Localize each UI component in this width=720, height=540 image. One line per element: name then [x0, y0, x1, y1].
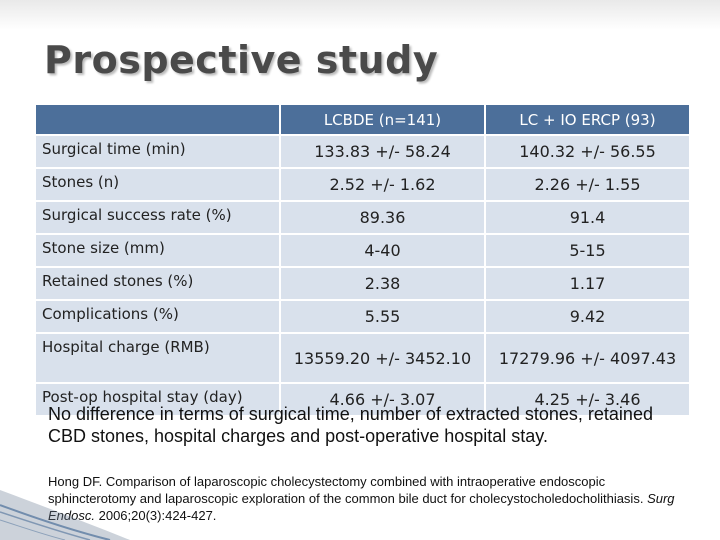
row-label: Post-op hospital stay (day)	[36, 383, 281, 417]
citation-article: Comparison of laparoscopic cholecystecto…	[48, 474, 644, 506]
cell-ercp: 2.26 +/- 1.55	[485, 168, 691, 202]
citation-details: 2006;20(3):424-427.	[98, 508, 217, 523]
row-label: Surgical success rate (%)	[36, 201, 281, 235]
table-row: Surgical time (min) 133.83 +/- 58.24 140…	[36, 135, 691, 169]
slide-title: Prospective study	[44, 38, 439, 82]
citation: Hong DF. Comparison of laparoscopic chol…	[48, 473, 688, 524]
cell-ercp: 4.25 +/- 3.46	[485, 383, 691, 417]
table-row: Stones (n) 2.52 +/- 1.62 2.26 +/- 1.55	[36, 168, 691, 202]
table-header-empty	[36, 105, 281, 136]
row-label: Stone size (mm)	[36, 234, 281, 268]
cell-lcbde: 13559.20 +/- 3452.10	[280, 333, 486, 384]
table-row: Hospital charge (RMB) 13559.20 +/- 3452.…	[36, 333, 691, 384]
cell-ercp: 140.32 +/- 56.55	[485, 135, 691, 169]
comparison-table: LCBDE (n=141) LC + IO ERCP (93) Surgical…	[36, 105, 691, 417]
cell-lcbde: 89.36	[280, 201, 486, 235]
cell-lcbde: 4.66 +/- 3.07	[280, 383, 486, 417]
cell-lcbde: 2.38	[280, 267, 486, 301]
table-row: Complications (%) 5.55 9.42	[36, 300, 691, 334]
cell-ercp: 1.17	[485, 267, 691, 301]
conclusion-text: No difference in terms of surgical time,…	[48, 404, 653, 446]
citation-journal: Surg Endosc.	[48, 491, 675, 523]
corner-swoosh-decoration	[0, 490, 130, 540]
citation-authors: Hong DF.	[48, 474, 103, 489]
cell-ercp: 5-15	[485, 234, 691, 268]
cell-ercp: 17279.96 +/- 4097.43	[485, 333, 691, 384]
table-row: Surgical success rate (%) 89.36 91.4	[36, 201, 691, 235]
table-header-ercp: LC + IO ERCP (93)	[485, 105, 691, 136]
table-header-lcbde: LCBDE (n=141)	[280, 105, 486, 136]
table-header-row: LCBDE (n=141) LC + IO ERCP (93)	[36, 105, 691, 136]
cell-ercp: 9.42	[485, 300, 691, 334]
cell-lcbde: 133.83 +/- 58.24	[280, 135, 486, 169]
cell-lcbde: 2.52 +/- 1.62	[280, 168, 486, 202]
cell-ercp: 91.4	[485, 201, 691, 235]
row-label: Surgical time (min)	[36, 135, 281, 169]
cell-lcbde: 4-40	[280, 234, 486, 268]
top-decoration	[0, 0, 720, 30]
row-label: Complications (%)	[36, 300, 281, 334]
table-row: Stone size (mm) 4-40 5-15	[36, 234, 691, 268]
row-label: Retained stones (%)	[36, 267, 281, 301]
row-label: Stones (n)	[36, 168, 281, 202]
table-row: Post-op hospital stay (day) 4.66 +/- 3.0…	[36, 383, 691, 417]
row-label: Hospital charge (RMB)	[36, 333, 281, 384]
cell-lcbde: 5.55	[280, 300, 486, 334]
table-row: Retained stones (%) 2.38 1.17	[36, 267, 691, 301]
